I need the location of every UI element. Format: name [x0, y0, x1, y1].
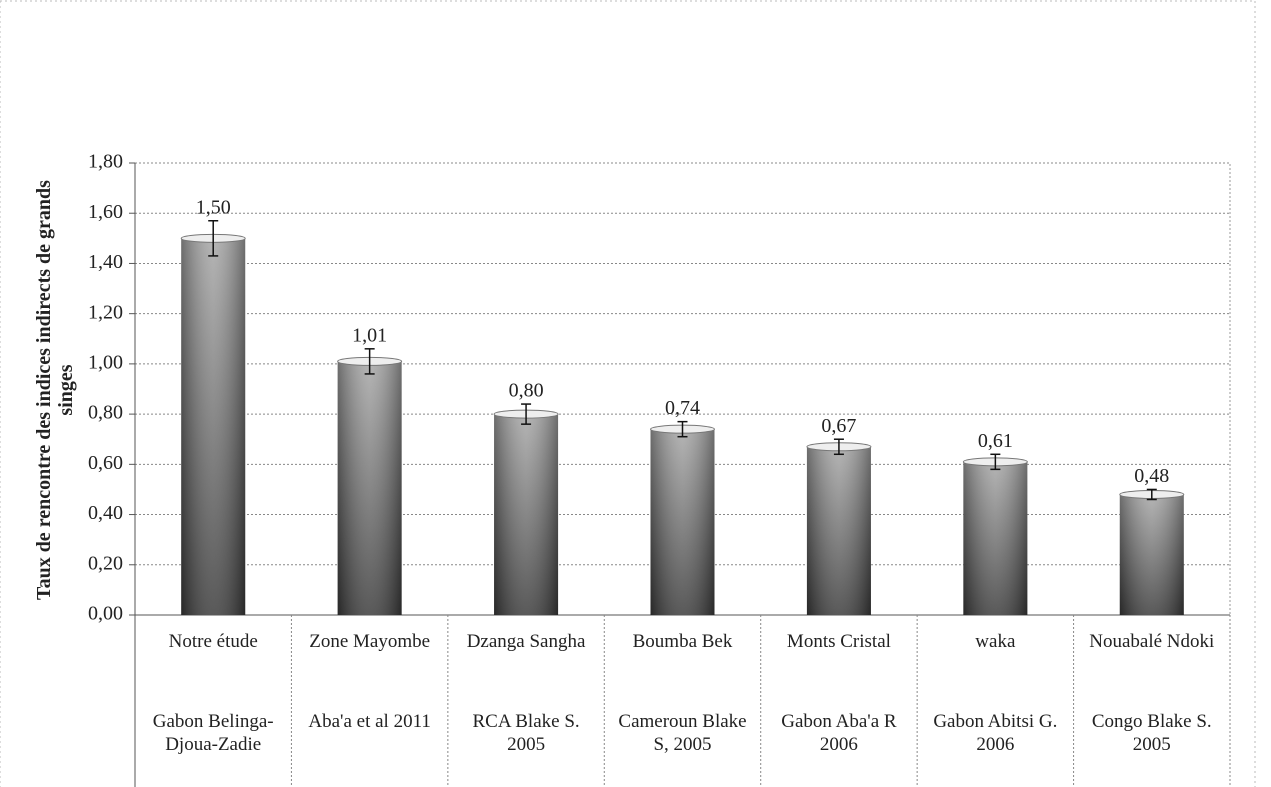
y-tick-label: 0,80 [88, 402, 123, 424]
x-subcategory-label: Gabon Aba'a R 2006 [781, 711, 897, 755]
data-label: 0,80 [509, 380, 544, 402]
x-subcategory-label: Cameroun Blake S, 2005 [618, 711, 747, 755]
data-label: 0,61 [978, 430, 1013, 452]
data-label: 0,48 [1134, 465, 1169, 487]
x-tick-label: waka [975, 631, 1016, 652]
x-tick-label: Notre étude [168, 631, 258, 652]
x-tick-label: Boumba Bek [632, 631, 733, 652]
bar-shade [1119, 494, 1184, 615]
data-label: 0,67 [821, 415, 856, 437]
y-tick-label: 0,00 [88, 603, 123, 625]
y-tick-label: 0,60 [88, 452, 123, 474]
x-subcategory-label: RCA Blake S. 2005 [472, 711, 580, 755]
y-tick-label: 1,60 [88, 201, 123, 223]
x-subcategory-label: Aba'a et al 2011 [308, 711, 431, 732]
y-tick-label: 0,40 [88, 502, 123, 524]
x-tick-label: Zone Mayombe [309, 631, 431, 652]
x-tick-label: Monts Cristal [786, 631, 891, 652]
data-label: 0,74 [665, 397, 700, 419]
bar-shade [963, 461, 1028, 615]
x-subcategory-label: Gabon Belinga-Djoua-Zadie [152, 711, 274, 755]
y-tick-label: 1,20 [88, 301, 123, 323]
x-subcategory-label: Congo Blake S. 2005 [1091, 711, 1212, 755]
y-tick-label: 1,00 [88, 351, 123, 373]
bar-shade [650, 429, 715, 615]
x-subcategory-label: Gabon Abitsi G. 2006 [933, 711, 1058, 755]
y-tick-label: 0,20 [88, 552, 123, 574]
bar-shade [181, 238, 246, 616]
bar-shade [337, 361, 402, 615]
data-label: 1,01 [352, 324, 387, 346]
data-label: 1,50 [196, 196, 231, 218]
bar-shade [494, 414, 559, 615]
y-tick-label: 1,80 [88, 151, 123, 173]
y-tick-label: 1,40 [88, 251, 123, 273]
x-tick-label: Nouabalé Ndoki [1089, 631, 1215, 652]
y-axis-label: Taux de rencontre des indices indirects … [33, 180, 77, 600]
bar-shade [806, 446, 871, 615]
x-tick-label: Dzanga Sangha [466, 631, 586, 652]
